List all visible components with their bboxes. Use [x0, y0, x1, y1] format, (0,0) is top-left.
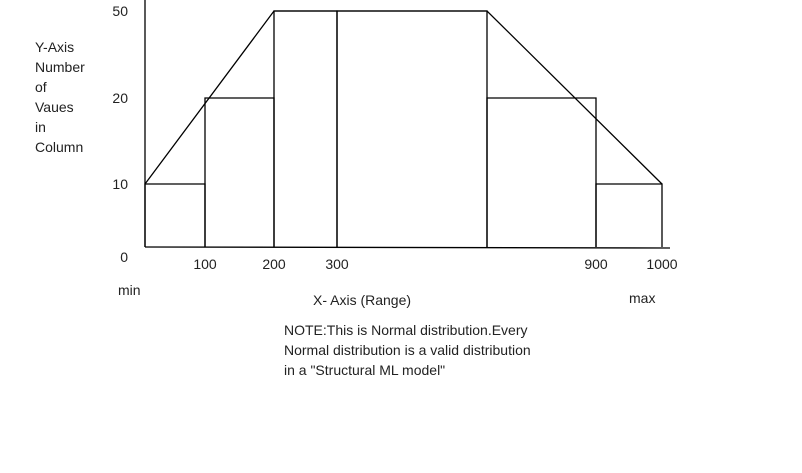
note-line: in a "Structural ML model" [284, 362, 446, 378]
y-tick-label: 50 [112, 3, 128, 19]
distribution-outline [144, 10, 663, 185]
x-tick-label: 100 [193, 256, 217, 272]
bars [144, 10, 663, 247]
axes [144, 0, 671, 249]
histogram-bar [204, 97, 275, 247]
x-tick-label: 200 [262, 256, 286, 272]
x-max-label: max [629, 290, 656, 306]
y-tick-label: 10 [112, 176, 128, 192]
y-axis-label: Y-Axis Number of Vaues in Column [35, 37, 105, 157]
y-axis-label-line: Y-Axis [35, 39, 75, 55]
y-axis-label-line: Column [35, 139, 84, 155]
y-tick-label: 20 [112, 90, 128, 106]
y-axis-label-line: Vaues [35, 99, 74, 115]
note-line: Normal distribution is a valid distribut… [284, 342, 531, 358]
histogram-bar [595, 183, 663, 247]
note-text: NOTE:This is Normal distribution.Every N… [284, 320, 584, 380]
note-line: NOTE:This is Normal distribution.Every [284, 322, 528, 338]
x-tick-label: 300 [325, 256, 349, 272]
x-tick-label: 1000 [646, 256, 677, 272]
y-axis-label-line: Number [35, 59, 85, 75]
histogram-bar [336, 10, 488, 247]
x-axis-line [144, 246, 671, 249]
x-axis-label: X- Axis (Range) [313, 292, 412, 308]
x-tick-label: 900 [584, 256, 608, 272]
y-axis-label-line: of [35, 79, 47, 95]
x-min-label: min [118, 282, 141, 298]
y-tick-label: 0 [120, 249, 128, 265]
histogram-bar [144, 183, 206, 247]
y-axis-label-line: in [35, 119, 46, 135]
histogram-bar [486, 97, 597, 247]
tick-labels: 100 200 300 900 1000 0 10 20 50 [112, 3, 677, 272]
histogram-bar [273, 10, 338, 247]
outline-curve [144, 10, 663, 185]
